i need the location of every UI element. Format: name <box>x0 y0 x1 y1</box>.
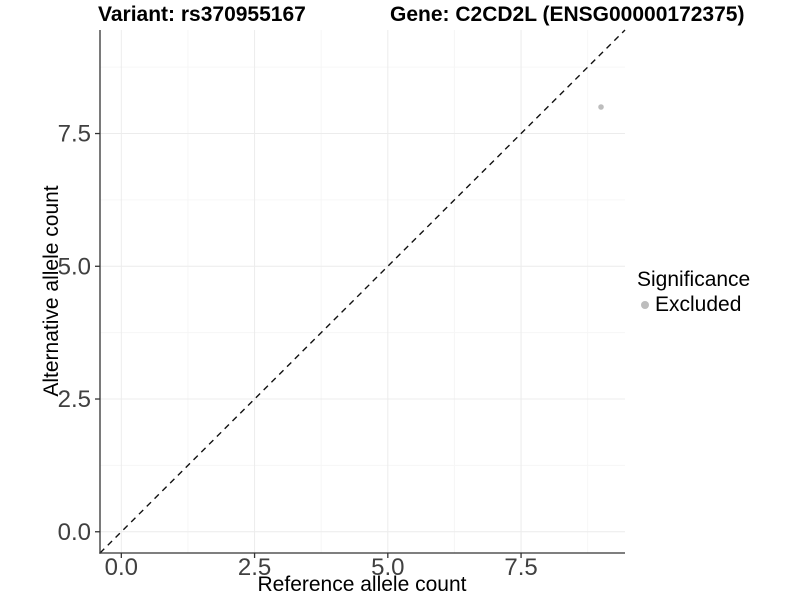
x-tick-label: 5.0 <box>371 554 404 581</box>
legend-circle-marker-icon <box>641 301 649 309</box>
y-tick-label: 5.0 <box>58 253 91 280</box>
y-axis-title: Alternative allele count <box>40 185 63 397</box>
data-point <box>598 104 604 110</box>
legend: Significance Excluded <box>637 268 750 317</box>
x-axis-title: Reference allele count <box>257 573 467 596</box>
plot-title-variant: Variant: rs370955167 <box>98 3 306 26</box>
plot-title-gene: Gene: C2CD2L (ENSG00000172375) <box>390 3 745 26</box>
x-tick-label: 7.5 <box>504 554 537 581</box>
x-tick-label: 2.5 <box>238 554 271 581</box>
y-tick-label: 0.0 <box>58 519 91 546</box>
y-tick-label: 2.5 <box>58 386 91 413</box>
x-tick-label: 0.0 <box>105 554 138 581</box>
y-tick-label: 7.5 <box>58 121 91 148</box>
legend-item-label: Excluded <box>655 293 742 316</box>
legend-item-excluded: Excluded <box>637 293 750 317</box>
identity-dashed-line <box>99 29 626 554</box>
legend-title: Significance <box>637 268 751 291</box>
